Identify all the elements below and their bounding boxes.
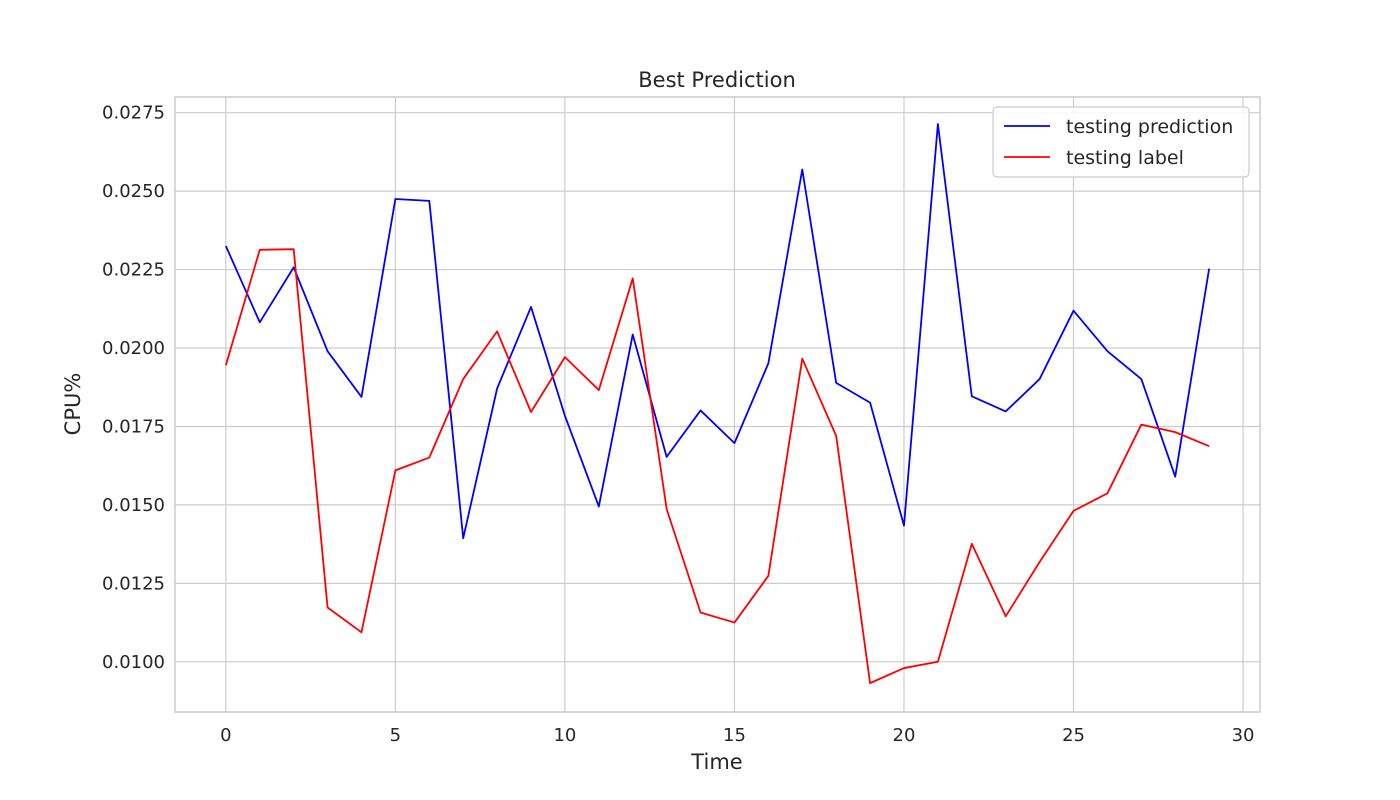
- x-axis-title: Time: [690, 750, 742, 774]
- series-line-testing-label: [224, 248, 1210, 685]
- series-group: [224, 123, 1211, 685]
- x-tick-labels: 0 5 10 15 20 25 30: [220, 725, 1254, 746]
- y-tick-label: 0.0175: [102, 416, 165, 437]
- x-tick-label: 5: [390, 725, 401, 746]
- x-tick-label: 15: [723, 725, 746, 746]
- y-tick-label: 0.0125: [102, 573, 165, 594]
- legend-label: testing label: [1066, 147, 1184, 169]
- series-line-testing-prediction: [225, 123, 1211, 540]
- y-tick-label: 0.0150: [102, 495, 165, 516]
- grid: [175, 97, 1260, 712]
- chart-title: Best Prediction: [638, 68, 796, 92]
- y-tick-label: 0.0275: [102, 103, 165, 124]
- y-axis-title: CPU%: [61, 373, 85, 436]
- x-tick-label: 30: [1232, 725, 1255, 746]
- y-tick-label: 0.0225: [102, 260, 165, 281]
- y-tick-label: 0.0100: [102, 652, 165, 673]
- legend-box: [992, 106, 1250, 178]
- legend: testing prediction testing label: [992, 106, 1250, 178]
- plot-frame: [174, 96, 1261, 713]
- y-tick-label: 0.0250: [102, 181, 165, 202]
- x-tick-label: 0: [220, 725, 231, 746]
- x-tick-label: 25: [1062, 725, 1085, 746]
- y-tick-label: 0.0200: [102, 338, 165, 359]
- y-tick-labels: 0.0100 0.0125 0.0150 0.0175 0.0200 0.0225 0.02…: [102, 103, 165, 673]
- x-tick-label: 20: [893, 725, 916, 746]
- x-tick-label: 10: [553, 725, 576, 746]
- legend-label: testing prediction: [1066, 116, 1233, 138]
